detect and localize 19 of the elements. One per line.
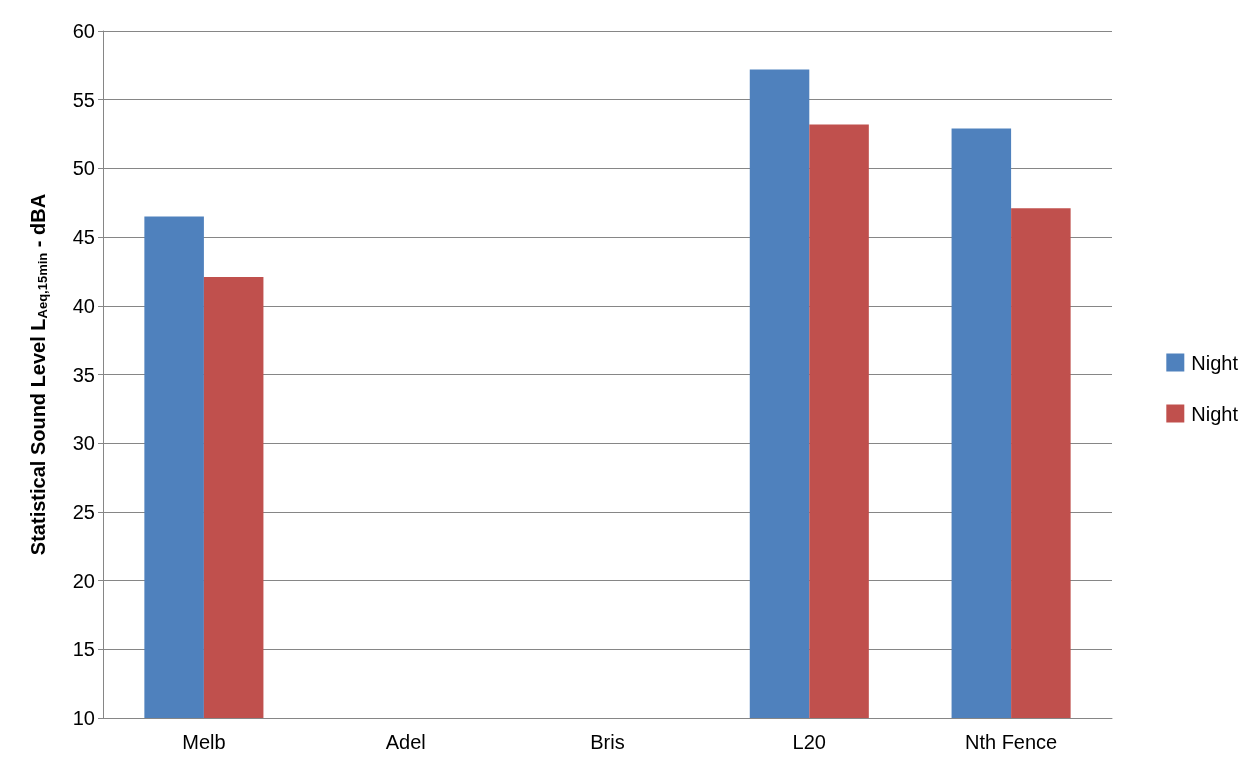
y-tick-label: 30 [72,432,95,455]
y-tick-label: 40 [72,294,95,317]
y-tick-label: 15 [72,638,95,661]
y-tick-label: 60 [72,20,95,42]
y-tick-label: 35 [72,363,95,386]
y-tick-label: 55 [72,88,95,111]
y-tick-label: 45 [72,226,95,249]
y-axis-title: Statistical Sound Level LAeq,15min - dBA [27,193,50,556]
legend-label: Night [1191,402,1239,425]
x-tick-label: L20 [792,731,826,753]
x-tick-label: Melb [182,731,226,753]
x-tick-label: Bris [590,731,625,753]
y-tick-label: 25 [72,500,95,523]
x-tick-label: Adel [385,731,426,753]
legend-label: Night [1191,351,1239,374]
y-tick-label: 10 [72,707,95,729]
x-tick-label: Nth Fence [964,731,1058,753]
y-tick-label: 20 [72,569,95,592]
y-tick-label: 50 [72,157,95,180]
